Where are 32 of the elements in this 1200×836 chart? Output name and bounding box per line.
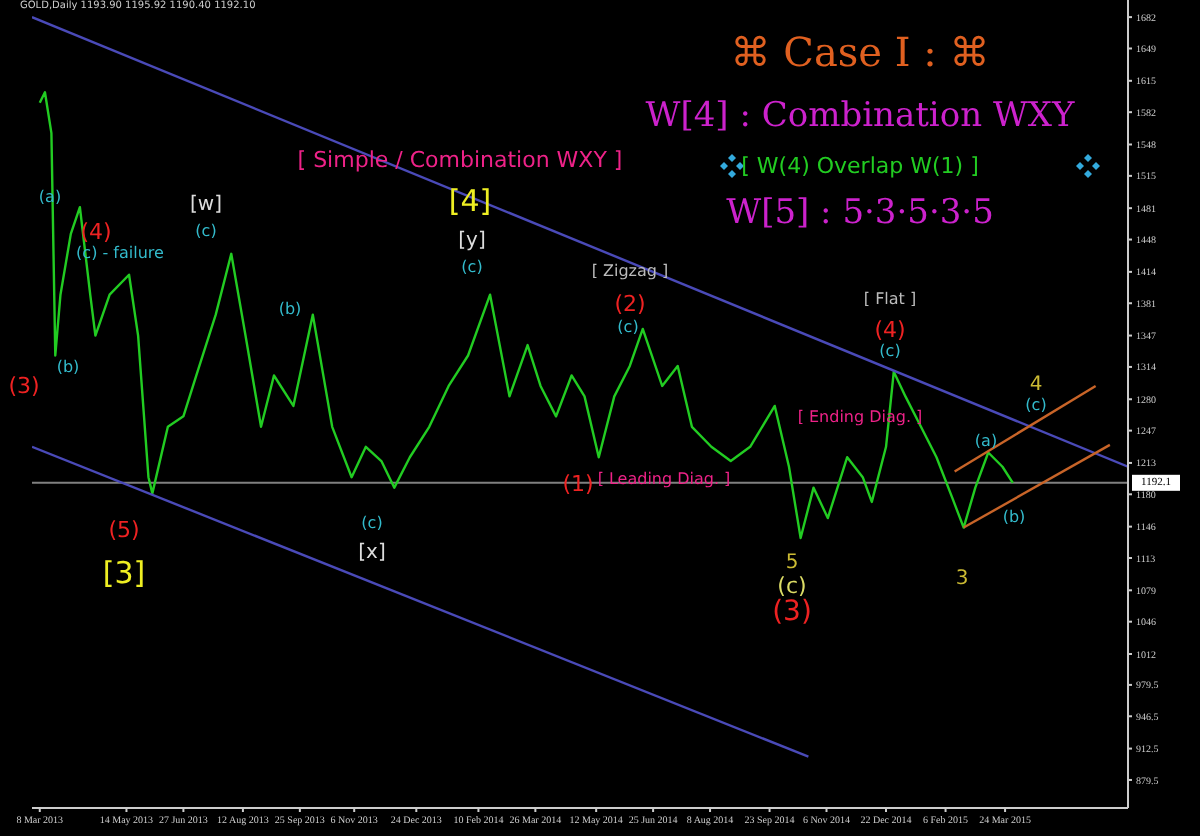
annotation: 5 — [785, 552, 799, 574]
annotation: 4 — [1029, 374, 1043, 396]
annotation: (b) — [278, 300, 302, 318]
annotation: (2) — [614, 291, 646, 317]
annotation: (b) — [56, 358, 80, 376]
annotation: [w] — [190, 194, 222, 216]
annotation: [ Zigzag ] — [591, 262, 669, 280]
annotation: (3) — [8, 373, 40, 399]
annotation: (a) — [974, 432, 998, 450]
annotation: (4) — [874, 317, 906, 343]
annotation: (b) — [1002, 508, 1026, 526]
annotation: [ Leading Diag. ] — [597, 470, 731, 488]
annotation: W[5] : 5·3·5·3·5 — [726, 193, 994, 233]
annotation: (c) — [361, 514, 383, 532]
annotation: [ Simple / Combination WXY ] — [297, 147, 623, 173]
annotation: (c) — [461, 258, 483, 276]
annotation: (1) — [562, 471, 594, 497]
annotation: [x] — [358, 542, 386, 564]
annotation: [y] — [458, 230, 486, 252]
annotation: (3) — [772, 596, 812, 628]
annotation: [3] — [102, 555, 146, 591]
text: ⌘ Case I : ⌘ — [730, 28, 990, 76]
annotation: (c) — [195, 222, 217, 240]
annotation: (c) — [617, 318, 639, 336]
annotation: (c) — [777, 573, 807, 599]
annotation: [ W(4) Overlap W(1) ] — [741, 153, 979, 179]
annotation: [ Flat ] — [863, 290, 917, 308]
text: W[4] : Combination WXY — [645, 96, 1075, 136]
annotation: 3 — [955, 568, 969, 590]
annotation: (c) — [1025, 396, 1047, 414]
annotation: (5) — [108, 517, 140, 543]
annotation: (c) — [879, 342, 901, 360]
